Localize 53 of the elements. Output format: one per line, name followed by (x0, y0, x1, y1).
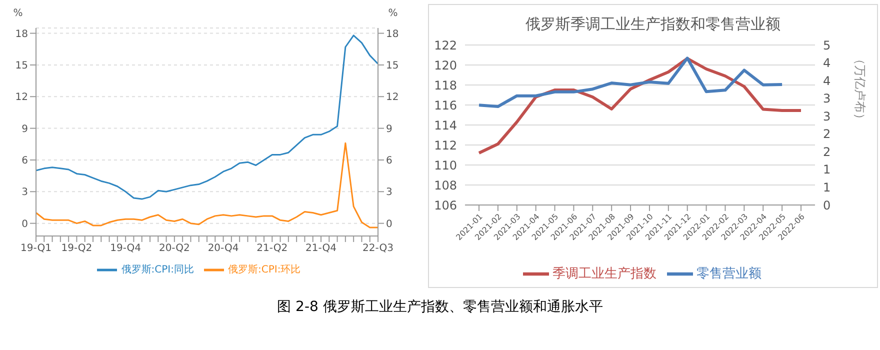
y-tick-label: 118 (434, 78, 457, 92)
y2-tick-label: 6 (386, 156, 392, 167)
x-tick-label: 22-Q3 (362, 243, 394, 254)
legend-label: 俄罗斯:CPI:环比 (228, 264, 301, 276)
y-axis-title: % (13, 8, 23, 19)
x-tick-label: 20-Q2 (158, 243, 190, 254)
x-tick-label: 21-Q4 (306, 243, 336, 254)
x-tick-label: 19-Q2 (61, 243, 92, 254)
y2-tick-label: 2 (823, 144, 831, 159)
y-tick-label: 0 (22, 218, 28, 230)
y-tick-label: 122 (434, 38, 457, 52)
y2-tick-label: 4 (823, 56, 831, 70)
y-tick-label: 18 (15, 28, 28, 40)
y2-tick-label: 0 (823, 198, 831, 212)
legend-label: 零售营业额 (696, 266, 762, 282)
line-series (35, 34, 379, 200)
y-tick-label: 112 (434, 138, 457, 152)
y-tick-label: 108 (434, 178, 457, 192)
y-tick-label: 15 (15, 60, 28, 72)
legend-label: 季调工业生产指数 (552, 266, 656, 282)
y-tick-label: 9 (22, 124, 28, 135)
y2-axis-title: % (388, 8, 398, 19)
y2-tick-label: 3 (823, 109, 831, 124)
y2-tick-label: 1 (823, 162, 831, 177)
y-tick-label: 110 (434, 158, 457, 172)
y2-tick-label: 0 (386, 218, 392, 230)
y-tick-label: 116 (434, 98, 457, 112)
x-tick-label: 21-Q2 (256, 243, 288, 254)
y2-tick-label: 1 (823, 180, 831, 194)
legend-label: 俄罗斯:CPI:同比 (121, 264, 194, 276)
y2-tick-label: 3 (823, 92, 831, 106)
caption: 图 2-8 俄罗斯工业生产指数、零售营业额和通胀水平 (276, 298, 604, 316)
y-tick-label: 12 (15, 92, 28, 104)
y2-tick-label: 9 (386, 124, 392, 135)
y2-tick-label: 2 (823, 127, 831, 142)
x-tick-label: 20-Q4 (208, 243, 239, 254)
x-tick-label: 19-Q4 (110, 243, 142, 254)
line-series (478, 56, 784, 108)
line-series (35, 142, 379, 228)
y2-tick-label: 3 (386, 187, 392, 198)
y2-tick-label: 4 (823, 74, 831, 88)
x-tick-label: 19-Q1 (20, 243, 52, 254)
y-tick-label: 120 (434, 58, 457, 72)
y2-axis-title: （万亿卢布） (852, 53, 867, 125)
y-tick-label: 3 (22, 187, 28, 198)
y-tick-label: 106 (434, 198, 457, 212)
y2-tick-label: 15 (386, 60, 399, 72)
y-tick-label: 6 (22, 156, 28, 167)
y2-tick-label: 18 (386, 28, 399, 40)
chart-title: 俄罗斯季调工业生产指数和零售营业额 (524, 14, 782, 35)
y-tick-label: 114 (434, 118, 457, 132)
y2-tick-label: 5 (823, 38, 831, 52)
y2-tick-label: 12 (386, 92, 399, 104)
